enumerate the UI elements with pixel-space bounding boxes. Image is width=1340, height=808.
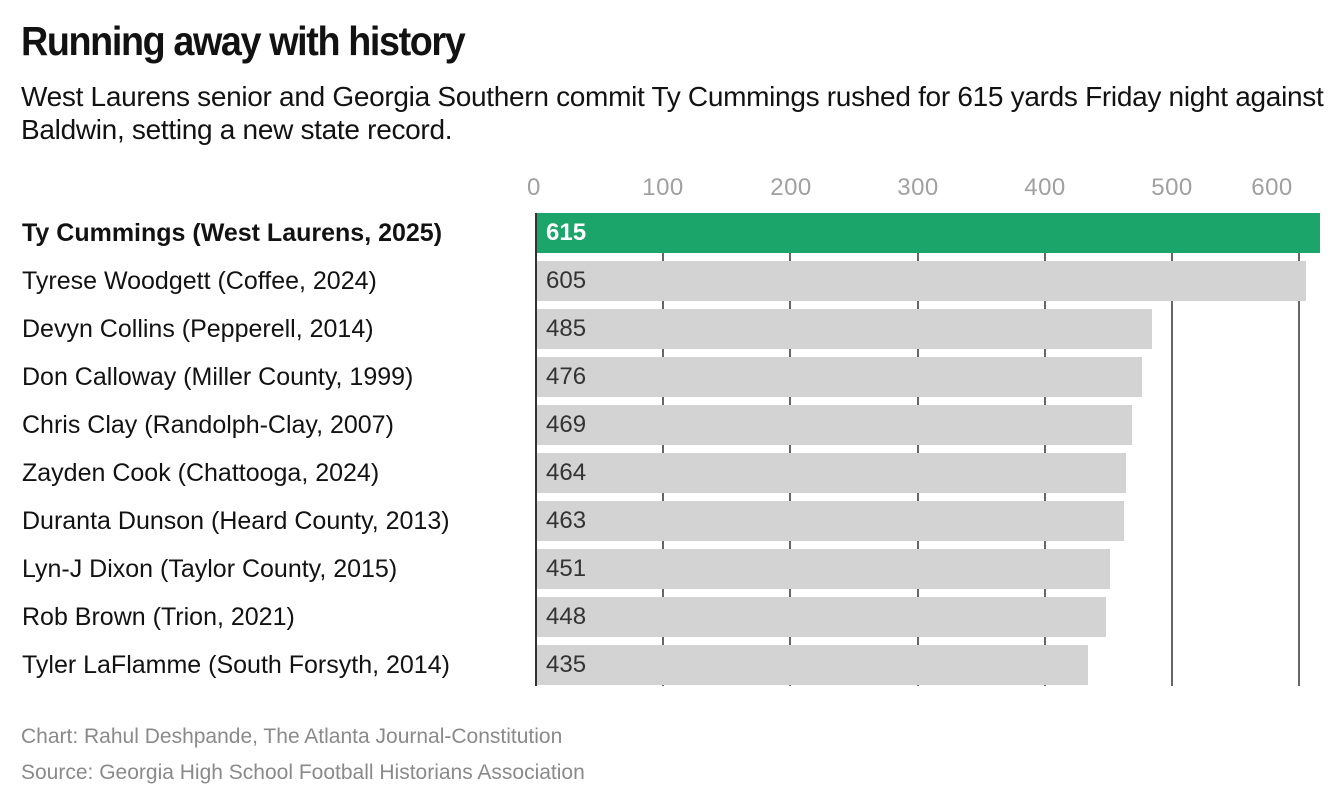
bar: 448 xyxy=(537,597,1106,637)
chart-subtitle: West Laurens senior and Georgia Southern… xyxy=(21,81,1324,145)
row-label: Tyrese Woodgett (Coffee, 2024) xyxy=(22,267,377,295)
bar-chart: 0 100 200 300 400 500 600 Ty Cummings (W… xyxy=(0,168,1340,693)
x-tick-label: 200 xyxy=(770,174,812,201)
bar-value: 605 xyxy=(546,267,587,294)
gridline xyxy=(662,213,664,686)
x-tick-label: 500 xyxy=(1151,174,1193,201)
row-label: Chris Clay (Randolph-Clay, 2007) xyxy=(22,411,394,439)
x-tick-label: 600 xyxy=(1251,174,1293,201)
gridline xyxy=(789,213,791,686)
bar-value: 476 xyxy=(546,363,587,390)
bar: 605 xyxy=(537,261,1306,301)
bar: 485 xyxy=(537,309,1152,349)
bar-value: 435 xyxy=(546,651,587,678)
bar-value: 469 xyxy=(546,411,587,438)
x-tick-label: 100 xyxy=(642,174,684,201)
row-label: Tyler LaFlamme (South Forsyth, 2014) xyxy=(22,651,450,679)
bar-value: 615 xyxy=(546,219,587,246)
zero-axis-line xyxy=(535,213,537,686)
x-tick-label: 0 xyxy=(527,174,541,201)
gridline xyxy=(917,213,919,686)
bar-highlighted: 615 xyxy=(537,213,1320,253)
row-label: Lyn-J Dixon (Taylor County, 2015) xyxy=(22,555,398,583)
gridline xyxy=(1298,213,1300,686)
bar-value: 464 xyxy=(546,459,587,486)
x-tick-label: 300 xyxy=(897,174,939,201)
bar-value: 448 xyxy=(546,603,587,630)
chart-title: Running away with history xyxy=(21,18,466,64)
row-label: Rob Brown (Trion, 2021) xyxy=(22,603,295,631)
source-credit: Source: Georgia High School Football His… xyxy=(21,761,585,784)
bar: 476 xyxy=(537,357,1142,397)
x-tick-label: 400 xyxy=(1024,174,1066,201)
row-label: Devyn Collins (Pepperell, 2014) xyxy=(22,315,374,343)
bar: 435 xyxy=(537,645,1088,685)
row-label: Zayden Cook (Chattooga, 2024) xyxy=(22,459,380,487)
gridline xyxy=(1171,213,1173,686)
row-label: Don Calloway (Miller County, 1999) xyxy=(22,363,414,391)
row-label: Ty Cummings (West Laurens, 2025) xyxy=(22,219,443,247)
bar-value: 451 xyxy=(546,555,587,582)
bar: 469 xyxy=(537,405,1132,445)
bar-value: 463 xyxy=(546,507,587,534)
gridline xyxy=(1044,213,1046,686)
bar: 451 xyxy=(537,549,1110,589)
bar-value: 485 xyxy=(546,315,587,342)
row-label: Duranta Dunson (Heard County, 2013) xyxy=(22,507,450,535)
chart-credit: Chart: Rahul Deshpande, The Atlanta Jour… xyxy=(21,725,563,748)
bar: 464 xyxy=(537,453,1126,493)
bar: 463 xyxy=(537,501,1124,541)
